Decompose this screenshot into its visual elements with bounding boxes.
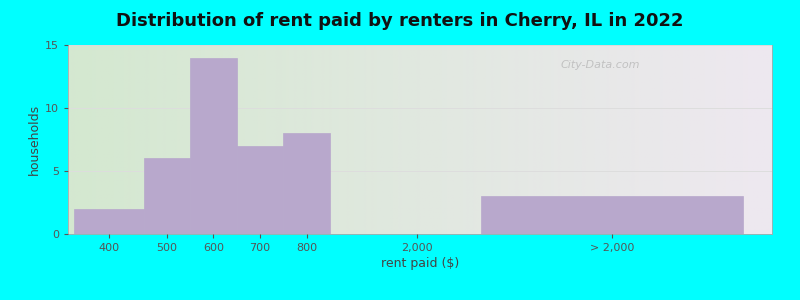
Bar [190, 58, 237, 234]
Bar [74, 209, 144, 234]
Y-axis label: households: households [28, 104, 41, 175]
Bar [144, 158, 190, 234]
X-axis label: rent paid ($): rent paid ($) [381, 257, 459, 270]
Bar [237, 146, 283, 234]
Text: City-Data.com: City-Data.com [561, 60, 640, 70]
Bar [283, 133, 330, 234]
Bar [481, 196, 743, 234]
Text: Distribution of rent paid by renters in Cherry, IL in 2022: Distribution of rent paid by renters in … [116, 12, 684, 30]
